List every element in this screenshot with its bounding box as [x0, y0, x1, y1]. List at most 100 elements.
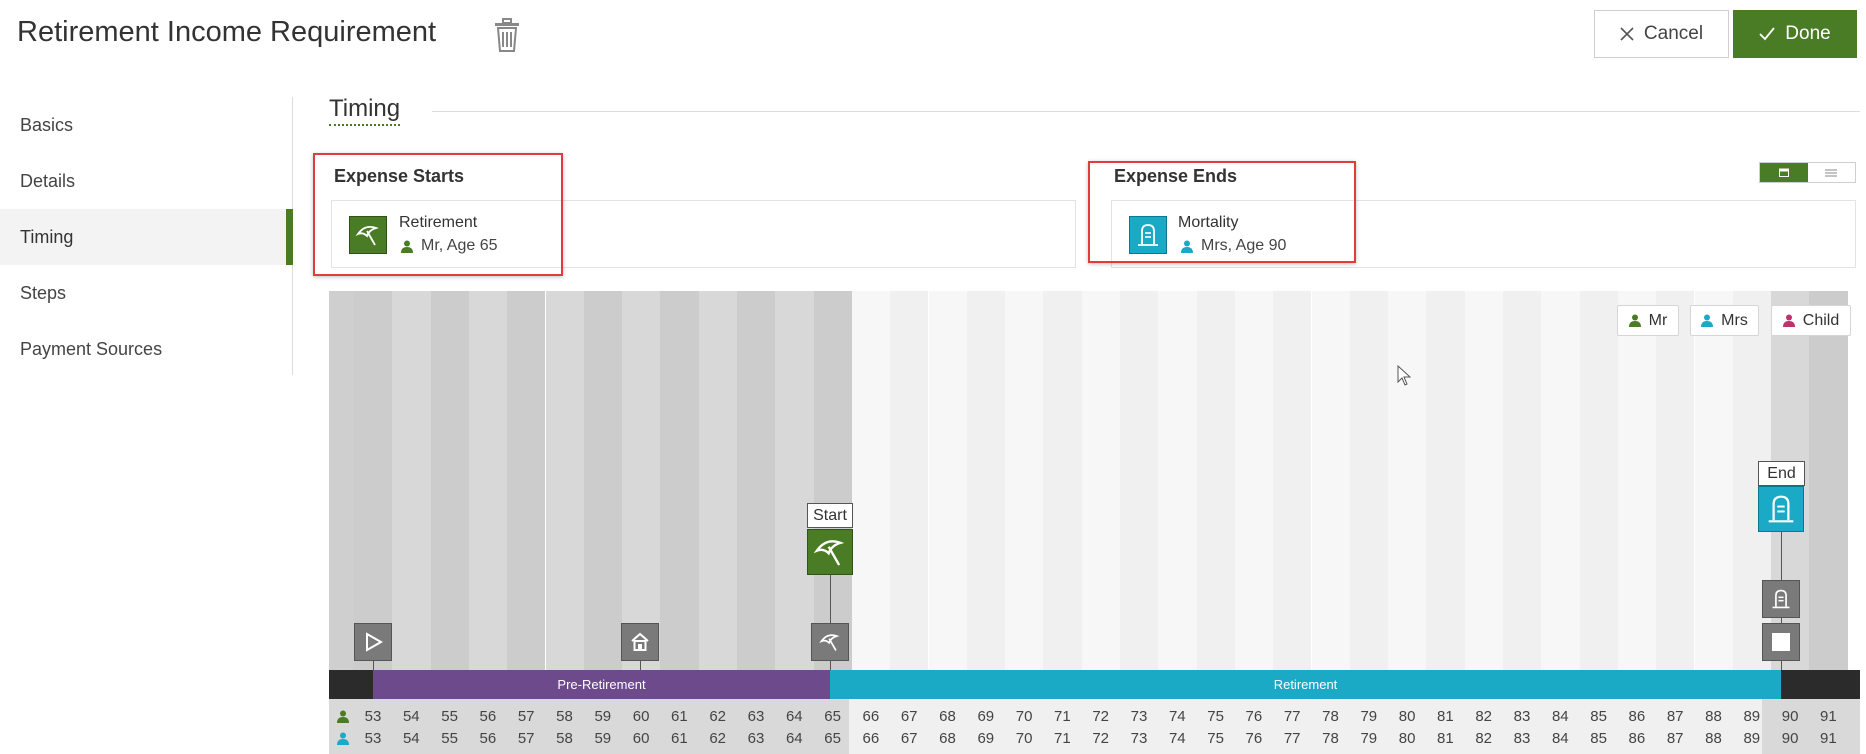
- list-view-button[interactable]: [1808, 163, 1856, 182]
- age-mr: 70: [1015, 708, 1033, 725]
- home-marker[interactable]: [621, 623, 659, 661]
- age-mr: 91: [1820, 708, 1837, 725]
- retirement-marker[interactable]: [811, 623, 849, 661]
- start-marker[interactable]: [807, 529, 853, 575]
- mortality-marker[interactable]: [1762, 580, 1800, 618]
- expense-starts-person-label: Mr, Age 65: [421, 237, 498, 254]
- age-mr: 53: [364, 708, 382, 725]
- home-icon: [631, 632, 649, 651]
- timeline-column: [1541, 291, 1580, 670]
- timeline-column: [1809, 291, 1848, 670]
- age-mrs: 59: [594, 730, 612, 747]
- age-mr: 58: [556, 708, 573, 725]
- age-mr: 90: [1781, 708, 1799, 725]
- person-icon: [401, 240, 413, 253]
- age-mrs: 81: [1437, 730, 1454, 747]
- age-mr: 61: [671, 708, 688, 725]
- age-mrs: 85: [1590, 730, 1607, 747]
- expense-ends-person-label: Mrs, Age 90: [1201, 237, 1287, 254]
- list-icon: [1825, 169, 1838, 176]
- age-mrs: 91: [1820, 730, 1837, 747]
- timeline-column: [1043, 291, 1082, 670]
- age-mrs: 69: [977, 730, 995, 747]
- legend-mr[interactable]: Mr: [1617, 305, 1679, 336]
- age-mrs: 68: [939, 730, 956, 747]
- page-title: Retirement Income Requirement: [17, 16, 437, 48]
- legend-mrs[interactable]: Mrs: [1690, 305, 1759, 336]
- age-mrs: 76: [1245, 730, 1263, 747]
- age-mrs: 55: [441, 730, 458, 747]
- play-marker[interactable]: [354, 623, 392, 661]
- age-mrs: 87: [1666, 730, 1684, 747]
- age-mrs: 63: [747, 730, 765, 747]
- phase-bar-lead: [329, 670, 373, 699]
- highlight-expense-ends: [1088, 161, 1356, 263]
- age-mr: 68: [939, 708, 956, 725]
- age-mrs: 86: [1628, 730, 1646, 747]
- ages-background-past: [329, 699, 849, 754]
- tombstone-icon: [1772, 589, 1790, 609]
- stop-icon: [1772, 633, 1790, 651]
- expense-starts-person: Mr, Age 65: [401, 237, 498, 255]
- marker-stem: [1781, 618, 1782, 623]
- age-mr: 75: [1207, 708, 1224, 725]
- sidebar-item-details[interactable]: Details: [0, 153, 292, 209]
- age-mr: 66: [862, 708, 880, 725]
- timeline-column: [1273, 291, 1312, 670]
- end-marker[interactable]: [1758, 486, 1804, 532]
- timeline-column: [329, 291, 354, 670]
- person-icon-mr: [337, 710, 349, 723]
- timeline-column: [622, 291, 661, 670]
- expense-starts-box[interactable]: [331, 200, 1076, 268]
- timeline-column: [430, 291, 469, 670]
- timeline-column: [1694, 291, 1733, 670]
- age-mrs: 90: [1781, 730, 1799, 747]
- age-mr: 77: [1283, 708, 1301, 725]
- cancel-button[interactable]: Cancel: [1594, 10, 1729, 58]
- expense-ends-box[interactable]: [1111, 200, 1856, 268]
- sidebar-item-payment-sources[interactable]: Payment Sources: [0, 321, 292, 377]
- done-button[interactable]: Done: [1733, 10, 1857, 58]
- legend-label: Mrs: [1721, 311, 1748, 329]
- age-mrs: 71: [1054, 730, 1071, 747]
- age-mrs: 89: [1743, 730, 1761, 747]
- legend-child[interactable]: Child: [1771, 305, 1851, 336]
- timeline-column: [392, 291, 431, 670]
- sidebar-item-timing[interactable]: Timing: [0, 209, 293, 265]
- expense-ends-person: Mrs, Age 90: [1181, 237, 1286, 255]
- phase-retirement[interactable]: Retirement: [830, 670, 1781, 699]
- check-icon: [1759, 27, 1775, 41]
- age-mr: 72: [1092, 708, 1110, 725]
- phase-pre-retirement[interactable]: Pre-Retirement: [373, 670, 830, 699]
- age-mr: 60: [632, 708, 650, 725]
- stop-marker[interactable]: [1762, 623, 1800, 661]
- view-toggle: [1759, 162, 1856, 183]
- section-divider: [432, 111, 1860, 112]
- sidebar-nav: Basics Details Timing Steps Payment Sour…: [0, 97, 293, 375]
- age-mrs: 66: [862, 730, 880, 747]
- age-mr: 62: [709, 708, 727, 725]
- timeline-column: [583, 291, 623, 670]
- sidebar-item-label: Details: [20, 170, 76, 191]
- age-mrs: 79: [1360, 730, 1378, 747]
- age-mrs: 77: [1283, 730, 1301, 747]
- timeline-column: [890, 291, 929, 670]
- timeline-view-button[interactable]: [1760, 163, 1808, 182]
- sidebar-item-basics[interactable]: Basics: [0, 97, 292, 153]
- age-mr: 83: [1513, 708, 1531, 725]
- umbrella-icon: [819, 634, 840, 651]
- timeline-column: [698, 291, 737, 670]
- age-mr: 59: [594, 708, 612, 725]
- timeline-column: [1196, 291, 1235, 670]
- ages-row-mr: 53 54 55 56 57 58 59 60 61 62 63 64 65 66 67 68 69 70 71 72…: [329, 708, 1860, 728]
- sidebar-item-steps[interactable]: Steps: [0, 265, 292, 321]
- age-mrs: 61: [671, 730, 688, 747]
- age-mr: 86: [1628, 708, 1646, 725]
- start-tag: Start: [807, 503, 853, 528]
- age-mr: 76: [1245, 708, 1263, 725]
- close-icon: [1620, 27, 1634, 41]
- trash-icon[interactable]: [492, 17, 522, 53]
- marker-stem: [640, 661, 641, 670]
- age-mr: 56: [479, 708, 497, 725]
- timeline-column: [1656, 291, 1695, 670]
